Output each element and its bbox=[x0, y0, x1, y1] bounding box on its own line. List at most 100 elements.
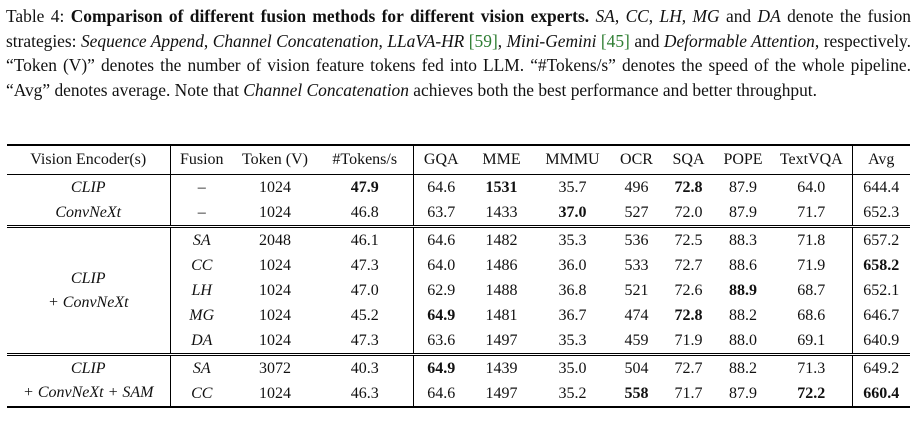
citation-link[interactable]: [59] bbox=[468, 30, 498, 51]
value-cell: 64.6 bbox=[427, 231, 456, 249]
value-cell: 657.2 bbox=[863, 231, 900, 249]
value-cell: 63.7 bbox=[427, 203, 456, 221]
value-cell: 47.3 bbox=[317, 328, 414, 355]
header-cell: OCR bbox=[620, 151, 653, 168]
header-cell: Vision Encoder(s) bbox=[7, 145, 171, 175]
value-cell: 652.1 bbox=[863, 281, 900, 299]
caption-text: and bbox=[719, 6, 758, 26]
header-cell: Fusion bbox=[179, 151, 224, 168]
value-cell: 63.6 bbox=[427, 331, 456, 349]
value-cell: 68.7 bbox=[771, 278, 853, 303]
value-cell: 1481 bbox=[485, 306, 518, 324]
value-cell: 72.5 bbox=[674, 231, 703, 249]
value-cell: 459 bbox=[624, 331, 649, 349]
value-cell: 1482 bbox=[485, 231, 518, 249]
value-cell: 47.9 bbox=[317, 174, 414, 200]
header-cell: Avg bbox=[868, 151, 895, 168]
value-cell: 1024 bbox=[259, 256, 291, 274]
value-cell: 62.9 bbox=[427, 281, 456, 299]
abbr-lh: LH bbox=[659, 6, 682, 26]
value-cell: 1024 bbox=[259, 331, 291, 349]
value-cell: 72.8 bbox=[674, 178, 703, 196]
value-cell: 72.2 bbox=[771, 381, 853, 407]
header-cell: SQA bbox=[672, 151, 705, 168]
header-cell: MME bbox=[482, 151, 521, 168]
value-cell: 527 bbox=[624, 203, 649, 221]
value-cell: 36.7 bbox=[558, 306, 587, 324]
value-cell: 37.0 bbox=[558, 203, 587, 221]
value-cell: 71.7 bbox=[674, 384, 703, 402]
value-cell: 3072 bbox=[259, 359, 291, 377]
caption-text: , respectively. “Token (V)” denotes the … bbox=[6, 30, 911, 100]
encoder-group-cell: CLIP + ConvNeXt bbox=[7, 226, 171, 355]
fusion-cell: CC bbox=[191, 384, 213, 402]
value-cell: 64.6 bbox=[427, 178, 456, 196]
value-cell: 1024 bbox=[259, 306, 291, 324]
value-cell: 36.8 bbox=[558, 281, 587, 299]
value-cell: 649.2 bbox=[863, 359, 900, 377]
encoder-cell: ConvNeXt bbox=[7, 200, 171, 227]
value-cell: 71.9 bbox=[771, 253, 853, 278]
fusion-cell: – bbox=[197, 178, 206, 196]
value-cell: 533 bbox=[624, 256, 649, 274]
value-cell: 646.7 bbox=[863, 306, 900, 324]
fusion-cell: – bbox=[197, 203, 206, 221]
value-cell: 644.4 bbox=[863, 178, 900, 196]
abbr-sa: SA bbox=[595, 6, 615, 26]
value-cell: 72.7 bbox=[674, 359, 703, 377]
value-cell: 47.3 bbox=[317, 253, 414, 278]
value-cell: 1531 bbox=[485, 178, 518, 196]
caption-title: Comparison of different fusion methods f… bbox=[70, 6, 590, 26]
table-row: CC 1024 46.3 64.6 1497 35.2 558 71.7 87.9 72.2 660… bbox=[7, 381, 910, 407]
value-cell: 1488 bbox=[485, 281, 518, 299]
value-cell: 46.3 bbox=[317, 381, 414, 407]
value-cell: 71.9 bbox=[674, 331, 703, 349]
value-cell: 1497 bbox=[485, 331, 518, 349]
value-cell: 2048 bbox=[259, 231, 291, 249]
table-row: ConvNeXt – 1024 46.8 63.7 1433 37.0 527 72.0 87.9… bbox=[7, 200, 910, 227]
caption-label: Table 4: bbox=[6, 6, 65, 26]
value-cell: 87.9 bbox=[729, 178, 757, 196]
value-cell: 1486 bbox=[485, 256, 518, 274]
fusion-cell: LH bbox=[191, 281, 212, 299]
value-cell: 71.8 bbox=[771, 226, 853, 253]
value-cell: 64.6 bbox=[427, 384, 456, 402]
table-row: MG 1024 45.2 64.9 1481 36.7 474 72.8 88.2 68.6 646… bbox=[7, 303, 910, 328]
value-cell: 72.0 bbox=[674, 203, 703, 221]
table-row: CC 1024 47.3 64.0 1486 36.0 533 72.7 88.6 71.9 658… bbox=[7, 253, 910, 278]
value-cell: 71.7 bbox=[771, 200, 853, 227]
value-cell: 87.9 bbox=[729, 203, 757, 221]
value-cell: 474 bbox=[624, 306, 649, 324]
fusion-cell: MG bbox=[189, 306, 215, 324]
value-cell: 64.9 bbox=[427, 306, 456, 324]
caption-text: achieves both the best performance and b… bbox=[408, 79, 817, 100]
value-cell: 1024 bbox=[259, 203, 291, 221]
value-cell: 72.6 bbox=[674, 281, 703, 299]
value-cell: 45.2 bbox=[317, 303, 414, 328]
table-row: CLIP + ConvNeXt SA 2048 46.1 64.6 1482 35.3 536 7… bbox=[7, 226, 910, 355]
value-cell: 1439 bbox=[485, 359, 518, 377]
header-cell: Token (V) bbox=[242, 151, 308, 168]
header-cell: GQA bbox=[423, 151, 459, 168]
header-cell: POPE bbox=[723, 151, 763, 168]
value-cell: 64.0 bbox=[771, 174, 853, 200]
value-cell: 558 bbox=[624, 384, 649, 402]
citation-link[interactable]: [45] bbox=[600, 30, 630, 51]
value-cell: 88.6 bbox=[729, 256, 757, 274]
fusion-cell: CC bbox=[191, 256, 213, 274]
caption-text: denote the fusion strategies: bbox=[6, 6, 911, 51]
header-cell: #Tokens/s bbox=[317, 145, 414, 175]
value-cell: 496 bbox=[624, 178, 649, 196]
header-cell: TextVQA bbox=[771, 145, 853, 175]
table-row: CLIP – 1024 47.9 64.6 1531 35.7 496 72.8 87.9 64.0… bbox=[7, 174, 910, 200]
fusion-cell: SA bbox=[192, 359, 211, 377]
value-cell: 69.1 bbox=[771, 328, 853, 355]
value-cell: 64.0 bbox=[427, 256, 456, 274]
value-cell: 521 bbox=[624, 281, 649, 299]
strategy-name: Channel Concatenation bbox=[243, 79, 409, 100]
value-cell: 46.8 bbox=[317, 200, 414, 227]
value-cell: 35.0 bbox=[558, 359, 587, 377]
abbr-cc: CC bbox=[625, 6, 649, 26]
header-cell: MMMU bbox=[545, 151, 600, 168]
abbr-mg: MG bbox=[692, 6, 720, 26]
